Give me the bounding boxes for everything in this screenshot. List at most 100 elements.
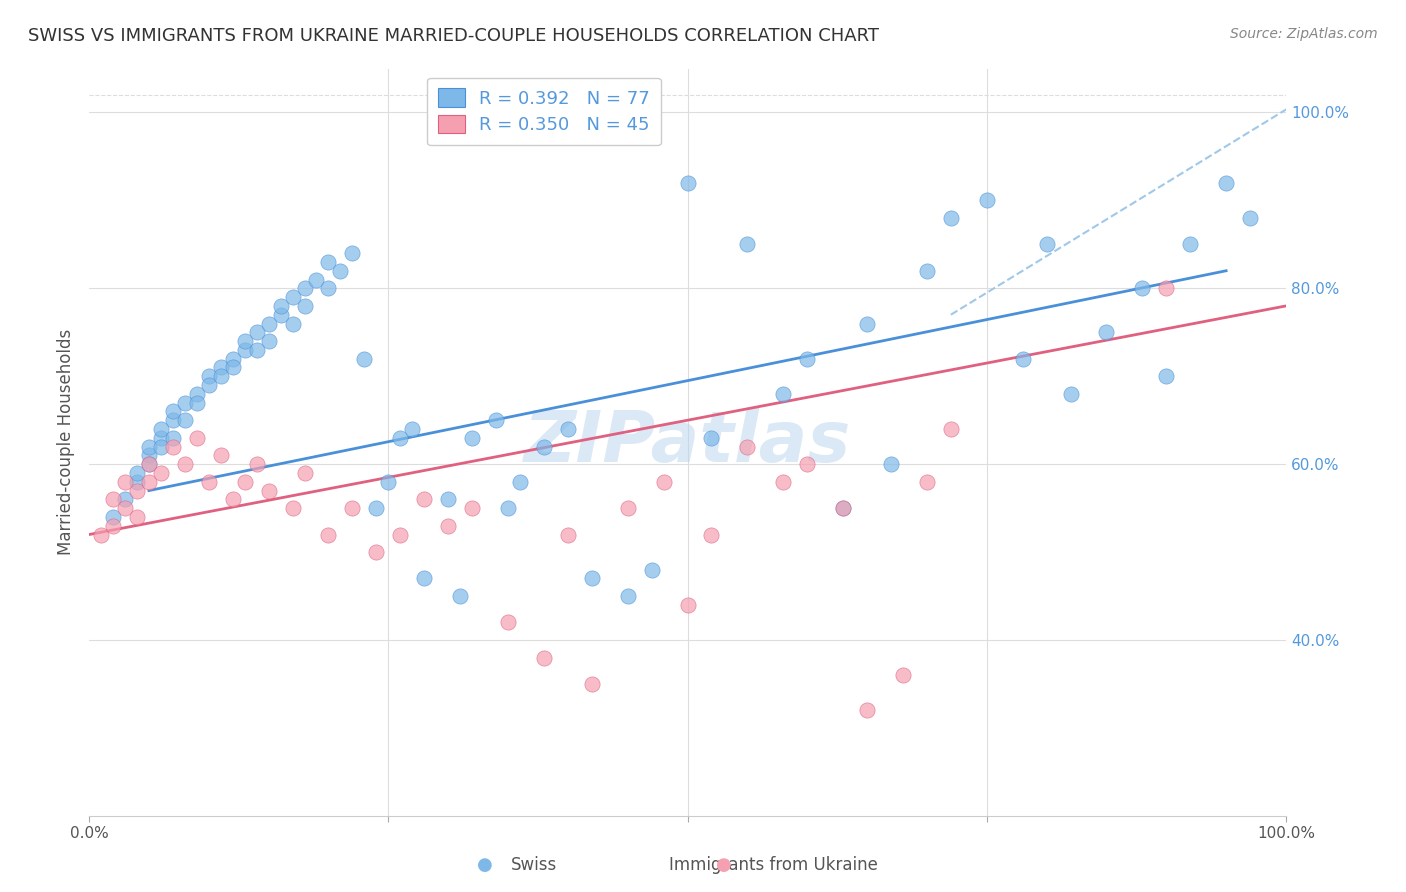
Point — [413, 572, 436, 586]
Point — [186, 431, 208, 445]
Point — [257, 317, 280, 331]
Point — [413, 492, 436, 507]
Point — [796, 457, 818, 471]
Point — [197, 378, 219, 392]
Point — [437, 518, 460, 533]
Point — [772, 387, 794, 401]
Point — [149, 422, 172, 436]
Point — [125, 475, 148, 489]
Text: SWISS VS IMMIGRANTS FROM UKRAINE MARRIED-COUPLE HOUSEHOLDS CORRELATION CHART: SWISS VS IMMIGRANTS FROM UKRAINE MARRIED… — [28, 27, 879, 45]
Point — [270, 299, 292, 313]
Point — [294, 299, 316, 313]
Point — [233, 475, 256, 489]
Point — [496, 501, 519, 516]
Point — [186, 387, 208, 401]
Point — [222, 360, 245, 375]
Point — [329, 264, 352, 278]
Point — [197, 475, 219, 489]
Point — [138, 440, 160, 454]
Point — [173, 395, 195, 409]
Point — [533, 650, 555, 665]
Point — [581, 677, 603, 691]
Point — [149, 466, 172, 480]
Point — [125, 483, 148, 498]
Text: ZIPatlas: ZIPatlas — [524, 408, 851, 476]
Point — [233, 334, 256, 348]
Point — [676, 598, 699, 612]
Point — [700, 431, 723, 445]
Text: ●: ● — [716, 856, 733, 874]
Point — [162, 431, 184, 445]
Point — [1215, 176, 1237, 190]
Point — [101, 510, 124, 524]
Point — [101, 518, 124, 533]
Point — [149, 431, 172, 445]
Point — [772, 475, 794, 489]
Point — [114, 492, 136, 507]
Text: Immigrants from Ukraine: Immigrants from Ukraine — [669, 856, 877, 874]
Point — [461, 501, 484, 516]
Point — [318, 281, 340, 295]
Point — [90, 527, 112, 541]
Point — [305, 272, 328, 286]
Point — [1035, 237, 1057, 252]
Point — [138, 457, 160, 471]
Point — [294, 281, 316, 295]
Text: ●: ● — [477, 856, 494, 874]
Point — [389, 527, 412, 541]
Point — [209, 449, 232, 463]
Point — [616, 589, 638, 603]
Point — [125, 466, 148, 480]
Point — [257, 483, 280, 498]
Point — [939, 211, 962, 225]
Point — [246, 343, 269, 357]
Point — [581, 572, 603, 586]
Point — [162, 404, 184, 418]
Point — [437, 492, 460, 507]
Point — [281, 501, 304, 516]
Point — [366, 545, 388, 559]
Point — [138, 475, 160, 489]
Legend: R = 0.392   N = 77, R = 0.350   N = 45: R = 0.392 N = 77, R = 0.350 N = 45 — [427, 78, 661, 145]
Point — [342, 501, 364, 516]
Point — [616, 501, 638, 516]
Point — [246, 326, 269, 340]
Point — [222, 492, 245, 507]
Y-axis label: Married-couple Households: Married-couple Households — [58, 329, 75, 556]
Point — [832, 501, 855, 516]
Point — [557, 422, 579, 436]
Point — [342, 246, 364, 260]
Point — [676, 176, 699, 190]
Point — [449, 589, 471, 603]
Point — [138, 457, 160, 471]
Point — [294, 466, 316, 480]
Point — [939, 422, 962, 436]
Text: Source: ZipAtlas.com: Source: ZipAtlas.com — [1230, 27, 1378, 41]
Point — [461, 431, 484, 445]
Point — [270, 308, 292, 322]
Point — [353, 351, 375, 366]
Point — [281, 290, 304, 304]
Point — [318, 527, 340, 541]
Point — [209, 369, 232, 384]
Text: Swiss: Swiss — [512, 856, 557, 874]
Point — [377, 475, 399, 489]
Point — [257, 334, 280, 348]
Point — [915, 264, 938, 278]
Point — [1011, 351, 1033, 366]
Point — [880, 457, 903, 471]
Point — [138, 449, 160, 463]
Point — [796, 351, 818, 366]
Point — [1180, 237, 1202, 252]
Point — [557, 527, 579, 541]
Point — [197, 369, 219, 384]
Point — [366, 501, 388, 516]
Point — [401, 422, 423, 436]
Point — [915, 475, 938, 489]
Point — [114, 475, 136, 489]
Point — [149, 440, 172, 454]
Point — [737, 440, 759, 454]
Point — [976, 194, 998, 208]
Point — [186, 395, 208, 409]
Point — [700, 527, 723, 541]
